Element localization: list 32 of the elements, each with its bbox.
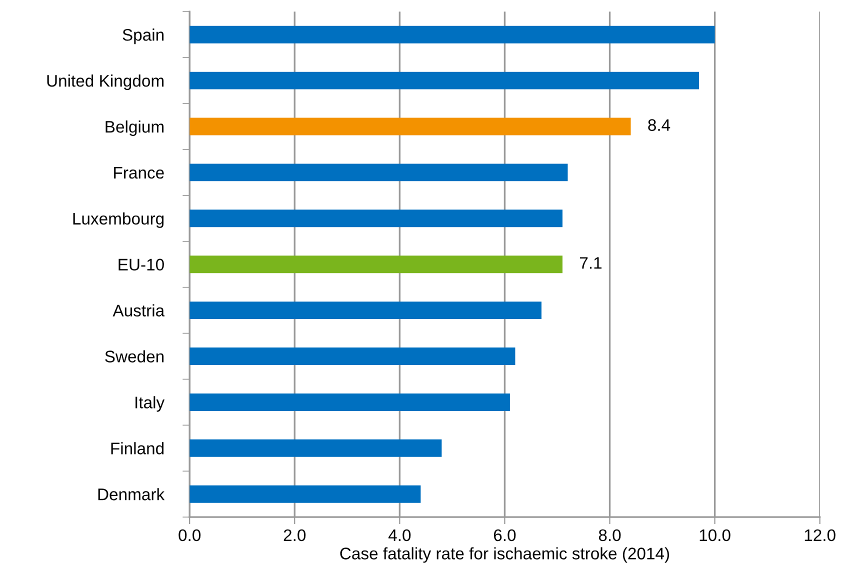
x-tick-label: 2.0	[284, 529, 306, 542]
x-tick-label: 4.0	[388, 529, 411, 542]
y-tick-label: EU-10	[118, 258, 164, 271]
y-tick-label: Italy	[136, 396, 165, 412]
bar	[190, 210, 562, 228]
bar	[190, 393, 510, 411]
x-tick-label: 8.0	[598, 529, 621, 542]
bar	[190, 26, 715, 44]
bar	[190, 256, 562, 274]
x-tick-label: 6.0	[494, 529, 516, 542]
data-label: 8.4	[648, 119, 670, 131]
x-axis-title: Case fatality rate for ischaemic stroke (2014)	[340, 547, 670, 563]
y-tick-label: Spain	[122, 28, 164, 44]
bar	[190, 302, 542, 320]
x-tick-label: 10.0	[700, 529, 730, 542]
y-tick-label: Austria	[112, 304, 165, 317]
bar	[190, 348, 516, 365]
y-tick-label: Finland	[111, 442, 164, 454]
x-tick-label: 0.0	[178, 529, 201, 542]
x-tick-label: 12.0	[804, 529, 836, 542]
y-tick-label: Denmark	[98, 488, 165, 500]
y-tick-label: United Kingdom	[47, 74, 164, 90]
bar	[190, 439, 442, 457]
y-tick-label: Belgium	[106, 120, 164, 136]
y-tick-label: France	[114, 167, 164, 179]
bar	[190, 164, 568, 182]
data-label: 7.1	[580, 257, 602, 269]
bar	[190, 72, 700, 90]
y-tick-label: Luxembourg	[73, 212, 164, 228]
y-tick-label: Sweden	[105, 350, 164, 362]
bar	[190, 485, 421, 503]
bar	[190, 118, 631, 136]
